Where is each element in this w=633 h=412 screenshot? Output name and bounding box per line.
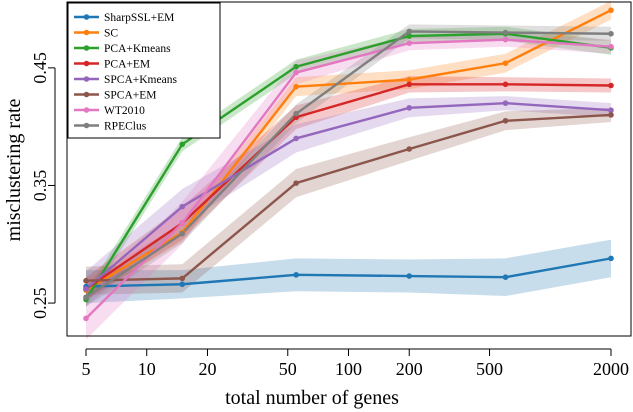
point-wt2010-0 [83,315,89,322]
point-spca-kmeans-4 [502,100,509,106]
point-sharpssl-em-4 [502,274,509,280]
point-pca-kmeans-1 [179,141,186,148]
point-pca-kmeans-2 [293,63,299,70]
point-pca-em-5 [608,82,614,89]
line-pca-em [85,83,612,290]
point-sc-4 [502,60,509,66]
point-rpeclus-0 [83,294,89,300]
legend-marker-pca-em [83,60,90,67]
point-rpeclus-1 [179,230,186,237]
point-sharpssl-em-1 [179,281,186,288]
series-lines [84,9,612,320]
point-sharpssl-em-5 [608,255,614,262]
legend-marker-rpeclus [83,122,90,129]
point-spca-kmeans-1 [179,203,186,210]
series-points [83,7,614,322]
point-spca-kmeans-3 [406,105,413,111]
line-spca-kmeans [85,101,612,290]
point-spca-kmeans-0 [83,286,89,292]
point-pca-kmeans-3 [406,33,413,39]
point-rpeclus-2 [293,110,299,117]
point-spca-em-4 [502,117,509,124]
point-spca-kmeans-5 [608,107,614,113]
band-sharpssl-em [86,239,611,304]
point-spca-kmeans-2 [293,135,299,142]
point-rpeclus-5 [608,30,614,37]
point-wt2010-2 [293,69,299,76]
legend-label-wt2010: WT2010 [104,105,145,117]
point-sharpssl-em-2 [293,272,299,278]
legend: SharpSSL+EM SC PCA+Kmeans PCA+EM SPCA+Kmeans… [67,2,221,139]
legend-label-rpeclus: RPEClus [104,121,147,133]
line-rpeclus [85,30,612,299]
y-tick-label-0: 0.25 [30,287,50,319]
line-pca-kmeans [84,32,612,301]
point-spca-em-0 [83,277,89,284]
y-axis: 0.25 0.35 0.45 [30,52,56,319]
legend-label-sharpssl-em: SharpSSL+EM [104,12,174,24]
point-rpeclus-3 [406,28,413,35]
point-wt2010-1 [179,220,186,226]
x-axis-title: total number of genes [225,387,399,409]
y-tick-label-2: 0.45 [30,52,50,84]
point-wt2010-3 [406,40,413,46]
y-tick-label-1: 0.35 [30,170,50,202]
x-tick-label-1: 10 [138,359,156,379]
legend-marker-sharpssl-em [83,14,90,20]
point-rpeclus-4 [502,29,509,36]
point-spca-em-5 [608,112,614,118]
legend-marker-sc [83,29,90,36]
point-sharpssl-em-3 [406,273,413,279]
point-sc-3 [406,76,413,83]
x-tick-label-3: 50 [279,359,297,379]
legend-marker-spca-kmeans [83,76,90,82]
x-tick-label-2: 20 [198,359,216,379]
band-rpeclus [86,24,611,307]
x-tick-label-7: 2000 [593,359,629,379]
plot-frame [66,1,632,337]
point-pca-em-4 [502,81,509,88]
legend-marker-spca-em [83,91,90,98]
point-sc-2 [293,83,299,90]
x-tick-label-4: 100 [335,359,362,379]
point-spca-em-3 [406,146,413,152]
x-axis: 5 10 20 50 100 200 500 2000 [82,348,629,379]
point-wt2010-5 [608,43,614,50]
legend-marker-pca-kmeans [83,45,90,51]
legend-box [67,2,221,139]
point-spca-em-2 [293,180,299,186]
legend-label-sc: SC [104,28,118,40]
legend-label-spca-em: SPCA+EM [104,90,157,102]
y-axis-title: misclustering rate [3,99,25,242]
legend-label-pca-em: PCA+EM [104,59,150,71]
line-wt2010 [85,38,612,320]
x-tick-label-0: 5 [82,359,91,379]
legend-label-spca-kmeans: SPCA+Kmeans [104,74,177,86]
line-spca-em [85,113,612,282]
point-wt2010-4 [502,36,509,43]
point-sc-5 [608,7,614,14]
legend-marker-wt2010 [83,107,90,113]
x-tick-label-6: 500 [476,359,503,379]
point-pca-em-3 [406,81,413,88]
band-sc [86,0,611,300]
legend-label-pca-kmeans: PCA+Kmeans [104,43,171,55]
point-spca-em-1 [179,275,186,282]
line-sharpssl-em [85,257,612,288]
x-tick-label-5: 200 [396,359,423,379]
line-sc [85,9,612,292]
